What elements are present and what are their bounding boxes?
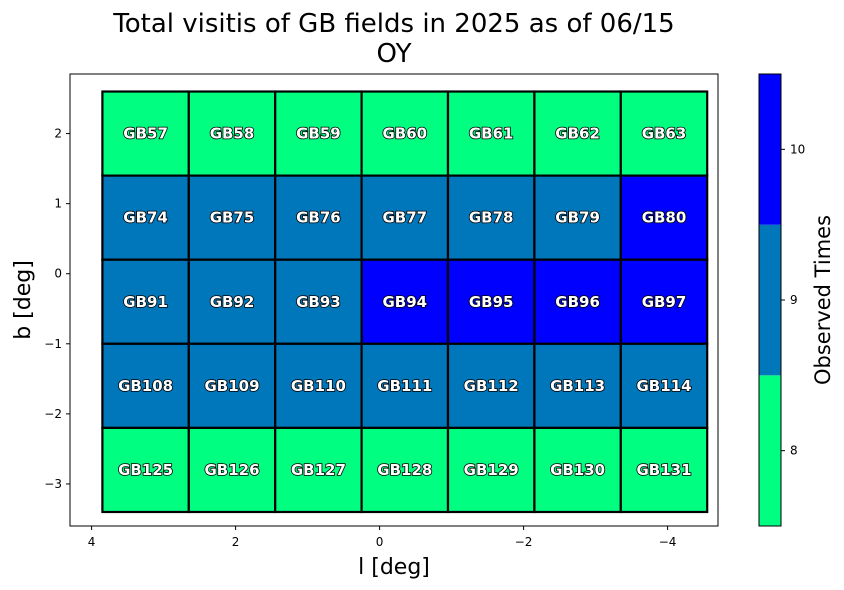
heatmap-cell	[533, 90, 622, 177]
cell-label: GB111	[377, 377, 432, 395]
cell-label: GB128	[377, 461, 432, 479]
heatmap-cell	[533, 258, 622, 345]
cell-label: GB95	[469, 293, 514, 311]
x-tick-label: −4	[659, 535, 677, 549]
x-tick-label: 2	[232, 535, 240, 549]
cell-label: GB94	[382, 293, 427, 311]
colorbar	[759, 74, 781, 526]
colorbar-segment	[759, 74, 781, 225]
heatmap-cell	[446, 174, 536, 261]
cell-label: GB97	[642, 293, 687, 311]
x-tick-label: −2	[515, 535, 533, 549]
cell-label: GB60	[382, 125, 427, 143]
cell-label: GB112	[464, 377, 519, 395]
cell-label: GB57	[123, 125, 168, 143]
cell-label: GB59	[296, 125, 341, 143]
cell-label: GB129	[464, 461, 519, 479]
cell-label: GB79	[555, 209, 600, 227]
colorbar-tick-label: 10	[790, 142, 805, 156]
y-tick-label: −1	[44, 337, 62, 351]
x-axis-label: l [deg]	[358, 555, 430, 580]
cell-label: GB108	[118, 377, 173, 395]
colorbar-segment	[759, 224, 781, 376]
heatmap-cell	[101, 342, 190, 429]
heatmap-cell	[360, 258, 450, 345]
cell-label: GB78	[469, 209, 514, 227]
cell-label: GB109	[204, 377, 259, 395]
cell-label: GB131	[636, 461, 691, 479]
cell-label: GB91	[123, 293, 168, 311]
y-tick-label: −3	[44, 477, 62, 491]
heatmap-cell	[274, 258, 363, 345]
x-axis-ticks: 4 2 0 −2 −4	[88, 526, 677, 549]
cell-label: GB125	[118, 461, 173, 479]
cell-label: GB76	[296, 209, 341, 227]
cell-label: GB80	[642, 209, 687, 227]
heatmap-cell	[101, 174, 190, 261]
cell-label: GB93	[296, 293, 341, 311]
cell-label: GB63	[642, 125, 687, 143]
heatmap-cell	[101, 426, 190, 514]
colorbar-label: Observed Times	[811, 215, 835, 385]
heatmap-cell	[619, 258, 709, 345]
cell-label: GB62	[555, 125, 600, 143]
y-axis-label: b [deg]	[11, 260, 36, 340]
y-tick-label: −2	[44, 407, 62, 421]
y-tick-label: 1	[54, 197, 62, 211]
x-tick-label: 4	[88, 535, 96, 549]
y-axis-ticks: 2 1 0 −1 −2 −3	[44, 127, 70, 491]
chart-title-line1: Total visitis of GB fields in 2025 as of…	[112, 9, 674, 39]
heatmap-cell	[187, 342, 277, 429]
colorbar-segment	[759, 375, 781, 526]
cell-label: GB58	[210, 125, 255, 143]
chart-title-line2: OY	[377, 39, 412, 69]
plot-frame	[69, 73, 719, 527]
heatmap-cell	[274, 174, 363, 261]
heatmap-cell	[619, 426, 709, 514]
colorbar-tick-label: 9	[790, 293, 798, 307]
cell-label: GB113	[550, 377, 605, 395]
heatmap-cell	[187, 90, 277, 177]
cell-label: GB77	[382, 209, 427, 227]
colorbar-ticks: 8 9 10	[781, 142, 805, 458]
x-tick-label: 0	[376, 535, 384, 549]
colorbar-tick-label: 8	[790, 444, 798, 458]
cell-label: GB61	[469, 125, 514, 143]
cell-label: GB110	[291, 377, 346, 395]
heatmap-cell	[274, 426, 363, 514]
cell-label: GB92	[210, 293, 255, 311]
y-tick-label: 0	[54, 267, 62, 281]
cell-label: GB114	[636, 377, 691, 395]
cell-label: GB96	[555, 293, 600, 311]
cell-label: GB130	[550, 461, 605, 479]
heatmap-cell	[187, 258, 277, 345]
heatmap-cell-labels: GB57 GB58 GB59 GB60 GB61 GB62 GB63 GB74 GB75 GB76…	[117, 124, 692, 480]
heatmap-cell	[533, 426, 622, 514]
y-tick-label: 2	[54, 127, 62, 141]
cell-label: GB74	[123, 209, 168, 227]
cell-label: GB127	[291, 461, 346, 479]
heatmap-cells	[101, 90, 709, 514]
cell-label: GB75	[210, 209, 255, 227]
heatmap-cell	[446, 258, 536, 345]
heatmap-cell	[619, 174, 709, 261]
heatmap-cell	[101, 90, 190, 177]
cell-label: GB126	[204, 461, 259, 479]
heatmap-cell	[619, 342, 709, 429]
heatmap-cell	[533, 342, 622, 429]
